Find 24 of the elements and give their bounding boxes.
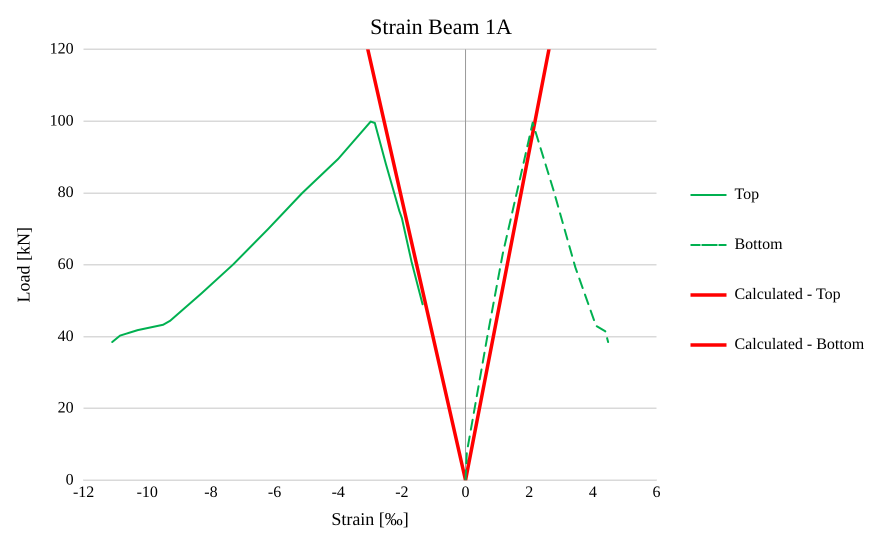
x-tick-label: -8	[204, 484, 218, 502]
x-tick-label: 2	[525, 484, 534, 502]
y-tick-label: 120	[50, 40, 74, 58]
y-tick-label: 100	[50, 112, 74, 130]
legend-label: Calculated - Top	[734, 286, 841, 304]
y-tick-label: 40	[58, 328, 74, 345]
legend-label: Top	[734, 186, 760, 204]
legend-label: Calculated - Bottom	[734, 336, 865, 354]
x-tick-label: -12	[72, 484, 94, 502]
x-tick-label: 6	[652, 484, 660, 502]
x-tick-label: 4	[588, 484, 597, 502]
y-tick-label: 20	[58, 400, 74, 417]
y-tick-label: 0	[66, 471, 74, 488]
chart-title: Strain Beam 1A	[370, 14, 512, 39]
x-tick-label: -2	[395, 484, 409, 502]
legend-label: Bottom	[734, 236, 784, 254]
y-tick-label: 80	[58, 184, 74, 202]
x-axis-title: Strain [‰]	[331, 508, 409, 529]
x-tick-label: 0	[462, 484, 470, 502]
x-tick-label: -6	[268, 484, 282, 502]
y-tick-label: 60	[58, 256, 74, 274]
y-axis-title: Load [kN]	[14, 227, 34, 303]
x-tick-label: -4	[332, 484, 345, 502]
x-tick-label: -10	[136, 484, 158, 502]
